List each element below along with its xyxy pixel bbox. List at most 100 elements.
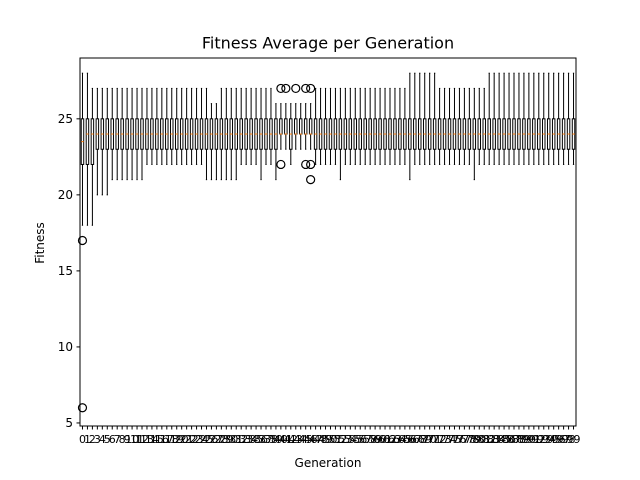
x-tick-label: 65	[398, 433, 412, 446]
x-tick-label: 59	[368, 433, 382, 446]
outlier-point	[281, 83, 291, 94]
x-tick-label: 66	[403, 433, 417, 446]
x-tick-label: 82	[482, 433, 496, 446]
chart-title: Fitness Average per Generation	[202, 34, 454, 53]
outlier-point	[306, 83, 316, 94]
x-tick-label: 22	[185, 433, 199, 446]
x-tick-label: 71	[428, 433, 442, 446]
x-tick-label: 30	[224, 433, 238, 446]
y-tick-label: 10	[58, 340, 73, 354]
x-tick-label: 14	[145, 433, 159, 446]
x-tick-label: 67	[408, 433, 422, 446]
x-tick-label: 40	[274, 433, 288, 446]
x-tick-label: 3	[94, 433, 101, 446]
x-tick-label: 99	[567, 433, 581, 446]
x-tick-label: 57	[358, 433, 372, 446]
x-tick-label: 54	[343, 433, 357, 446]
x-tick-label: 46	[304, 433, 318, 446]
outlier-point	[306, 175, 316, 185]
x-tick-label: 87	[507, 433, 521, 446]
outlier-point	[276, 83, 286, 94]
x-tick-label: 16	[155, 433, 169, 446]
x-tick-label: 84	[492, 433, 506, 446]
outlier-point	[301, 159, 311, 170]
x-tick-label: 86	[502, 433, 516, 446]
x-tick-label: 78	[462, 433, 476, 446]
x-tick-label: 11	[130, 433, 144, 446]
x-tick-label: 80	[472, 433, 486, 446]
x-tick-label: 15	[150, 433, 164, 446]
x-tick-label: 42	[284, 433, 298, 446]
x-tick-label: 21	[180, 433, 194, 446]
x-tick-label: 83	[487, 433, 501, 446]
x-tick-label: 12	[135, 433, 149, 446]
x-tick-label: 90	[522, 433, 536, 446]
x-tick-label: 76	[452, 433, 466, 446]
x-tick-label: 34	[244, 433, 258, 446]
x-tick-label: 61	[378, 433, 392, 446]
x-tick-label: 45	[299, 433, 313, 446]
x-tick-label: 20	[175, 433, 189, 446]
x-tick-label: 10	[125, 433, 139, 446]
axes-frame	[79, 57, 577, 427]
outlier-point	[306, 159, 316, 170]
x-tick-label: 77	[457, 433, 471, 446]
x-tick-label: 32	[234, 433, 248, 446]
x-tick-label: 31	[229, 433, 243, 446]
x-tick-label: 6	[109, 433, 116, 446]
x-tick-label: 96	[552, 433, 566, 446]
outlier-point	[276, 159, 286, 170]
x-tick-label: 9	[124, 433, 131, 446]
x-tick-label: 81	[477, 433, 491, 446]
x-tick-label: 53	[338, 433, 352, 446]
y-axis-label: Fitness	[33, 222, 47, 264]
x-tick-label: 97	[557, 433, 571, 446]
outlier-point	[77, 403, 88, 413]
x-tick-label: 38	[264, 433, 278, 446]
x-tick-label: 19	[170, 433, 184, 446]
x-tick-label: 60	[373, 433, 387, 446]
x-tick-label: 24	[195, 433, 209, 446]
x-tick-label: 0	[79, 433, 86, 446]
outlier-point	[291, 83, 301, 94]
x-tick-label: 39	[269, 433, 283, 446]
x-tick-label: 37	[259, 433, 273, 446]
x-tick-label: 27	[209, 433, 223, 446]
x-tick-label: 18	[165, 433, 179, 446]
x-tick-label: 17	[160, 433, 174, 446]
x-tick-label: 13	[140, 433, 154, 446]
x-tick-label: 55	[348, 433, 362, 446]
x-tick-label: 49	[319, 433, 333, 446]
y-tick-label: 5	[65, 416, 73, 430]
x-tick-label: 91	[527, 433, 541, 446]
x-tick-label: 70	[423, 433, 437, 446]
x-tick-label: 43	[289, 433, 303, 446]
x-tick-label: 5	[104, 433, 111, 446]
x-tick-label: 64	[393, 433, 407, 446]
box	[85, 118, 90, 165]
x-tick-label: 74	[443, 433, 457, 446]
x-tick-label: 51	[328, 433, 342, 446]
y-tick-label: 20	[58, 188, 73, 202]
x-tick-label: 52	[333, 433, 347, 446]
x-tick-label: 94	[542, 433, 556, 446]
x-tick-label: 44	[294, 433, 308, 446]
x-tick-label: 8	[119, 433, 126, 446]
x-tick-label: 93	[537, 433, 551, 446]
x-tick-label: 2	[89, 433, 96, 446]
x-tick-label: 89	[517, 433, 531, 446]
plot-area: 5101520250123456789101112131415161718192…	[58, 57, 581, 446]
x-tick-label: 72	[433, 433, 447, 446]
x-tick-label: 28	[214, 433, 228, 446]
x-tick-label: 23	[190, 433, 204, 446]
x-tick-label: 73	[438, 433, 452, 446]
x-tick-label: 63	[388, 433, 402, 446]
x-tick-label: 29	[219, 433, 233, 446]
x-tick-label: 75	[447, 433, 461, 446]
x-tick-label: 98	[562, 433, 576, 446]
box	[90, 118, 95, 165]
x-tick-label: 4	[99, 433, 106, 446]
y-tick-label: 25	[58, 112, 73, 126]
